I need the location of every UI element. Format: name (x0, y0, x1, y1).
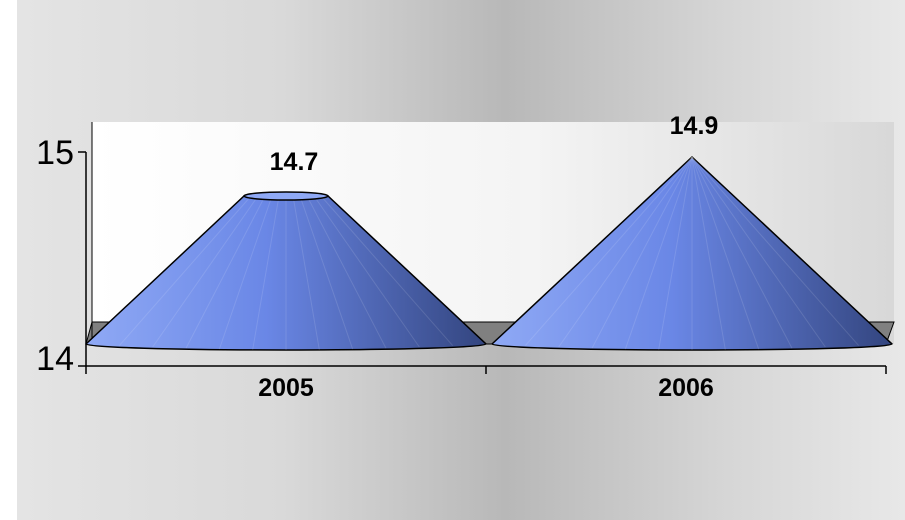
cone-body-2005 (85, 195, 487, 351)
cone-facet-line (218, 195, 273, 350)
cone-facet-line (299, 195, 354, 350)
cone-facet-line (691, 156, 760, 350)
cone-facet-line (252, 195, 280, 350)
y-tick-label-14: 14 (36, 340, 74, 378)
cone-facet-line (591, 156, 693, 349)
cone-facet-line (558, 156, 693, 348)
cone-facet-line (691, 156, 826, 348)
cone-facet-line (306, 195, 387, 349)
cone-facet-line (691, 156, 793, 349)
cone-top-cap-2005 (243, 191, 329, 201)
cone-facet-line (313, 195, 420, 348)
category-label-2006: 2006 (658, 374, 714, 402)
cone-facet-line (152, 195, 259, 348)
cone-facet-line (691, 156, 726, 350)
data-label-2006: 14.9 (670, 112, 719, 140)
cone-facet-line (691, 156, 860, 346)
cone-facet-line (292, 195, 320, 350)
cone-facet-line (624, 156, 693, 350)
cone-body-2006 (491, 155, 893, 351)
cone-facet-line (320, 195, 454, 346)
data-label-2005: 14.7 (270, 148, 319, 176)
cone-2005 (85, 191, 487, 351)
axes (78, 122, 887, 374)
cone-facet-line (118, 195, 252, 346)
cone-2006 (491, 155, 893, 351)
cone-facet-line (524, 156, 693, 346)
category-label-2005: 2005 (258, 374, 314, 402)
cone-facet-line (658, 156, 693, 350)
cone-facet-line (185, 195, 266, 349)
y-tick-label-15: 15 (36, 134, 74, 172)
